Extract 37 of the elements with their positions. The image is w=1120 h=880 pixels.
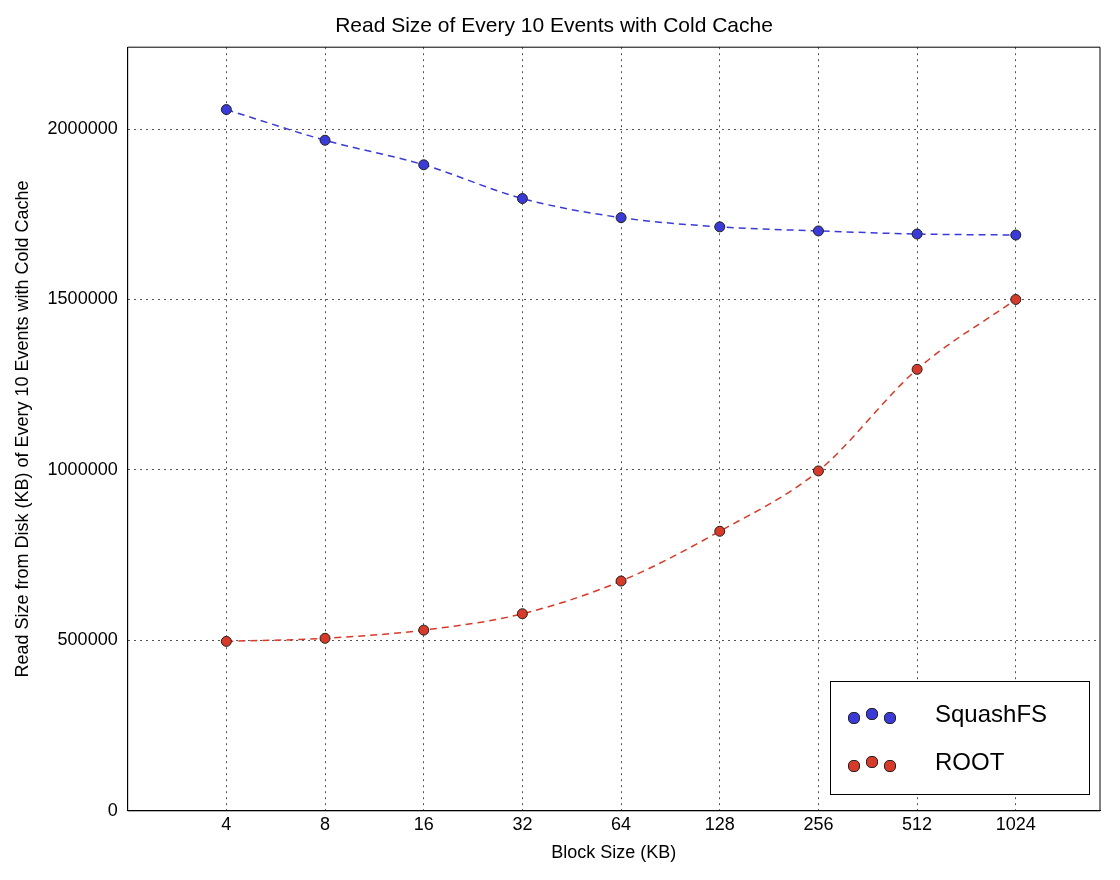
- point: [220, 104, 232, 116]
- point: [615, 575, 627, 587]
- x-tick-label: 8: [320, 813, 331, 834]
- y-tick-label: 0: [107, 799, 118, 820]
- x-tick-label: 64: [611, 813, 632, 834]
- y-tick-label: 500000: [57, 629, 118, 650]
- x-tick-label: 16: [413, 813, 434, 834]
- legend-label: ROOT: [935, 747, 1005, 776]
- point: [714, 221, 726, 233]
- chart-title: Read Size of Every 10 Events with Cold Cache: [335, 13, 773, 37]
- point: [1010, 229, 1022, 241]
- point: [911, 228, 923, 240]
- point: [220, 635, 232, 647]
- x-tick-label: 4: [221, 813, 232, 834]
- x-tick-label: 1024: [995, 813, 1036, 834]
- point: [516, 193, 528, 205]
- point: [1010, 293, 1022, 305]
- point: [812, 225, 824, 237]
- x-axis-title: Block Size (KB): [551, 842, 677, 863]
- point: [319, 134, 331, 146]
- legend-label: SquashFS: [935, 699, 1048, 728]
- point: [418, 624, 430, 636]
- point: [319, 632, 331, 644]
- point: [911, 363, 923, 375]
- y-tick-label: 1000000: [47, 458, 118, 479]
- x-tick-label: 32: [512, 813, 533, 834]
- y-tick-label: 2000000: [47, 117, 118, 138]
- point: [615, 212, 627, 224]
- point: [516, 608, 528, 620]
- x-tick-label: 256: [803, 813, 834, 834]
- point: [812, 465, 824, 477]
- y-tick-label: 1500000: [47, 288, 118, 309]
- y-axis-title: Read Size from Disk (KB) of Every 10 Events with Cold Cache: [11, 180, 32, 678]
- x-tick-label: 128: [704, 813, 735, 834]
- point: [418, 159, 430, 171]
- x-tick-label: 512: [902, 813, 933, 834]
- point: [714, 525, 726, 537]
